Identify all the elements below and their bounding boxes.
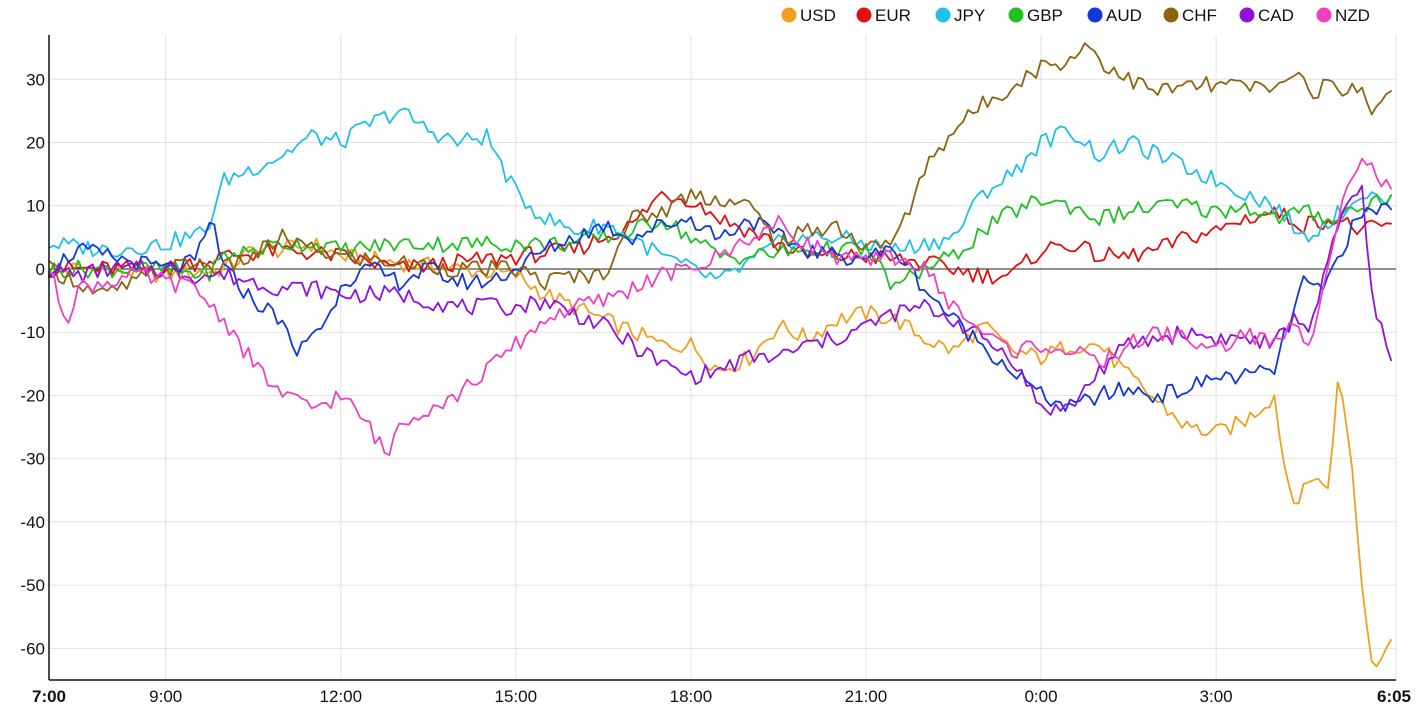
y-tick-label: -30 [20, 450, 45, 469]
legend-label: CHF [1182, 6, 1217, 25]
legend-swatch [1008, 7, 1024, 23]
legend[interactable]: USD EUR JPY GBP AUD CHF CAD NZD [781, 6, 1370, 25]
x-tick-label: 15:00 [495, 687, 538, 706]
legend-swatch [1239, 7, 1255, 23]
x-tick-label: 12:00 [319, 687, 362, 706]
y-tick-label: 10 [26, 197, 45, 216]
legend-item-usd[interactable]: USD [781, 6, 836, 25]
legend-swatch [781, 7, 797, 23]
legend-label: EUR [875, 6, 911, 25]
series-line-eur [48, 190, 1392, 285]
y-tick-label: 20 [26, 134, 45, 153]
series-line-usd [48, 237, 1392, 668]
y-tick-label: -10 [20, 323, 45, 342]
x-tick-label: 9:00 [149, 687, 182, 706]
x-tick-label: 18:00 [670, 687, 713, 706]
legend-label: AUD [1106, 6, 1142, 25]
x-tick-label: 6:05 [1377, 687, 1411, 706]
x-tick-label: 0:00 [1024, 687, 1057, 706]
legend-item-aud[interactable]: AUD [1087, 6, 1142, 25]
legend-label: USD [800, 6, 836, 25]
x-tick-label: 3:00 [1200, 687, 1233, 706]
legend-item-cad[interactable]: CAD [1239, 6, 1294, 25]
legend-label: JPY [954, 6, 985, 25]
series-line-gbp [48, 194, 1392, 291]
y-tick-label: -20 [20, 386, 45, 405]
y-tick-label: -60 [20, 639, 45, 658]
series-line-chf [48, 42, 1392, 295]
legend-item-nzd[interactable]: NZD [1316, 6, 1370, 25]
x-tick-label: 21:00 [845, 687, 888, 706]
series-line-cad [48, 184, 1392, 416]
y-tick-label: 0 [36, 260, 45, 279]
y-axis-ticks: 30 20 10 0 -10 -20 -30 -40 -50 -60 [20, 70, 45, 658]
series-line-nzd [48, 157, 1392, 456]
legend-label: NZD [1335, 6, 1370, 25]
legend-swatch [856, 7, 872, 23]
legend-item-jpy[interactable]: JPY [935, 6, 986, 25]
legend-swatch [1316, 7, 1332, 23]
y-tick-label: 30 [26, 70, 45, 89]
legend-label: GBP [1027, 6, 1063, 25]
series-line-aud [48, 202, 1392, 412]
legend-swatch [935, 7, 951, 23]
x-tick-label: 7:00 [32, 687, 66, 706]
series-line-jpy [48, 107, 1392, 280]
x-axis-ticks: 7:00 9:00 12:00 15:00 18:00 21:00 0:00 3:00 6:05 [32, 687, 1411, 706]
legend-item-gbp[interactable]: GBP [1008, 6, 1063, 25]
legend-swatch [1087, 7, 1103, 23]
y-tick-label: -40 [20, 513, 45, 532]
y-tick-label: -50 [20, 576, 45, 595]
axes [48, 35, 1396, 681]
legend-item-eur[interactable]: EUR [856, 6, 911, 25]
series-lines [48, 42, 1392, 668]
legend-label: CAD [1258, 6, 1294, 25]
legend-item-chf[interactable]: CHF [1163, 6, 1217, 25]
legend-swatch [1163, 7, 1179, 23]
